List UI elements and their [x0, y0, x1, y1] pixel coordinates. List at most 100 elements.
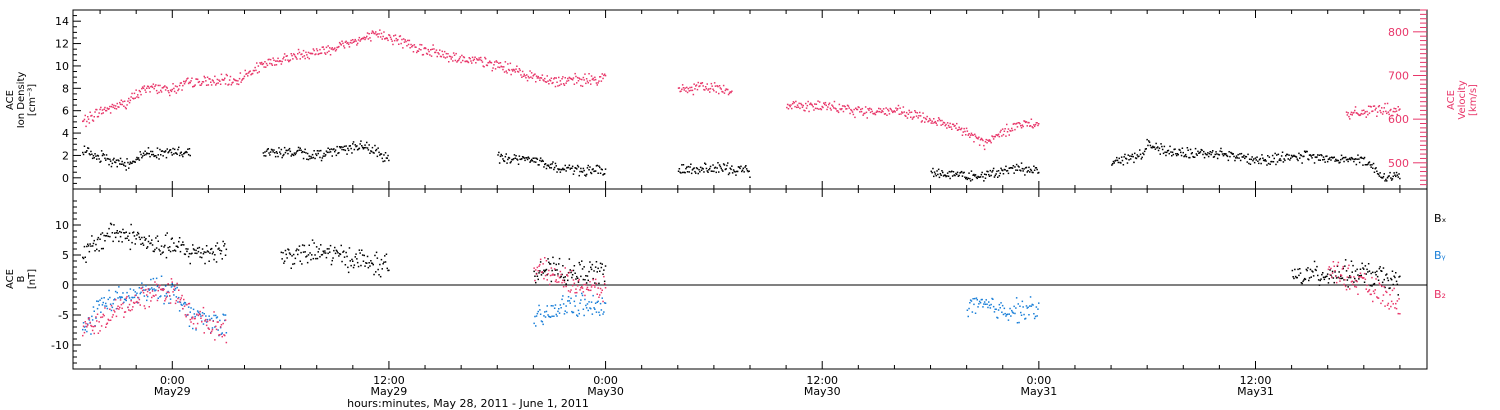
by-series-point	[171, 283, 173, 285]
velocity-series-point	[828, 102, 831, 104]
velocity-series-point	[338, 45, 340, 48]
by-series-point	[538, 304, 540, 307]
velocity-series-point	[539, 79, 541, 81]
velocity-series-point	[380, 32, 383, 35]
density-series-point	[1334, 160, 1336, 162]
by-series-point	[1020, 311, 1022, 314]
density-series-point	[154, 155, 156, 157]
velocity-series-point	[882, 110, 884, 113]
bx-series-point	[1392, 283, 1394, 286]
velocity-series-point	[93, 116, 95, 118]
density-series-point	[1020, 170, 1022, 172]
density-series-point	[167, 151, 169, 154]
by-series-point	[581, 292, 583, 295]
velocity-series-point	[512, 68, 515, 71]
bz-series-point	[1394, 307, 1396, 309]
density-series-point	[1263, 159, 1266, 162]
bx-series-point	[1327, 282, 1330, 284]
bx-series-point	[105, 235, 108, 237]
density-series-point	[277, 155, 279, 158]
bz-series-point	[574, 292, 576, 294]
bx-series-point	[116, 230, 118, 232]
bx-series-point	[1354, 277, 1356, 280]
density-series-point	[368, 144, 370, 146]
density-series-point	[1152, 145, 1154, 148]
velocity-series-point	[392, 43, 394, 46]
velocity-series-point	[906, 117, 909, 119]
density-series-point	[301, 150, 304, 153]
bz-series-point	[539, 258, 542, 261]
bx-series-point	[597, 267, 599, 270]
density-series-point	[1381, 177, 1383, 179]
bx-series-point	[339, 253, 342, 256]
by-series-point	[555, 313, 557, 316]
velocity-series-point	[542, 79, 544, 81]
density-tick-label: 0	[62, 172, 69, 185]
bz-series-point	[171, 281, 173, 283]
density-series-point	[1159, 153, 1161, 155]
density-series-point	[745, 168, 748, 170]
density-series-point	[1185, 155, 1188, 158]
bx-series-point	[114, 232, 116, 234]
density-series-point	[1221, 153, 1224, 155]
bx-series-point	[282, 252, 284, 254]
density-series-point	[1241, 156, 1243, 158]
by-series-point	[164, 285, 167, 287]
bx-series-point	[538, 272, 540, 274]
bz-series-point	[179, 299, 182, 301]
density-series-point	[148, 152, 150, 155]
velocity-series-point	[791, 103, 794, 105]
bx-series-point	[110, 223, 113, 226]
density-series-point	[1338, 162, 1340, 164]
density-series-point	[1212, 156, 1215, 158]
velocity-series-point	[357, 39, 360, 41]
by-series-point	[130, 299, 132, 301]
velocity-series-point	[160, 91, 163, 93]
by-series-point	[553, 307, 556, 309]
bz-series-point	[201, 314, 204, 317]
density-series-point	[979, 176, 982, 178]
bz-series-point	[117, 305, 119, 307]
velocity-series-point	[896, 108, 899, 110]
density-series-point	[91, 157, 94, 160]
velocity-series-point	[887, 108, 889, 111]
density-series-point	[541, 159, 544, 162]
velocity-series-point	[988, 140, 990, 142]
velocity-series-point	[800, 104, 803, 106]
by-series-point	[167, 290, 169, 293]
velocity-series-point	[426, 53, 429, 55]
density-series-point	[535, 157, 538, 160]
density-series-point	[936, 170, 938, 172]
velocity-series-point	[1376, 115, 1378, 117]
by-series-point	[535, 315, 538, 317]
b-axis-title: ACE B [nT]	[5, 269, 38, 289]
velocity-series-point	[315, 48, 318, 50]
velocity-series-point	[837, 110, 839, 112]
velocity-series-point	[1003, 130, 1006, 132]
density-series-point	[1195, 153, 1198, 155]
bx-series-point	[218, 247, 220, 249]
density-series-point	[346, 153, 348, 155]
velocity-series-point	[178, 88, 180, 90]
velocity-series-point	[205, 84, 208, 86]
velocity-series-point	[432, 44, 434, 46]
density-series-point	[731, 165, 733, 167]
by-series-point	[533, 322, 535, 325]
by-series-point	[995, 308, 997, 310]
density-series-point	[974, 174, 977, 176]
date-tick-label: May30	[804, 385, 841, 398]
velocity-series-point	[410, 43, 412, 46]
by-series-point	[92, 306, 95, 308]
bx-series-point	[146, 247, 148, 249]
velocity-series-point	[194, 84, 196, 86]
bx-series-point	[356, 258, 358, 260]
velocity-series-point	[889, 107, 891, 110]
bz-series-point	[146, 294, 148, 296]
bz-series-point	[168, 291, 170, 294]
bx-series-point	[103, 234, 105, 237]
velocity-series-point	[722, 91, 724, 93]
velocity-series-point	[394, 34, 397, 36]
velocity-series-point	[443, 56, 445, 58]
